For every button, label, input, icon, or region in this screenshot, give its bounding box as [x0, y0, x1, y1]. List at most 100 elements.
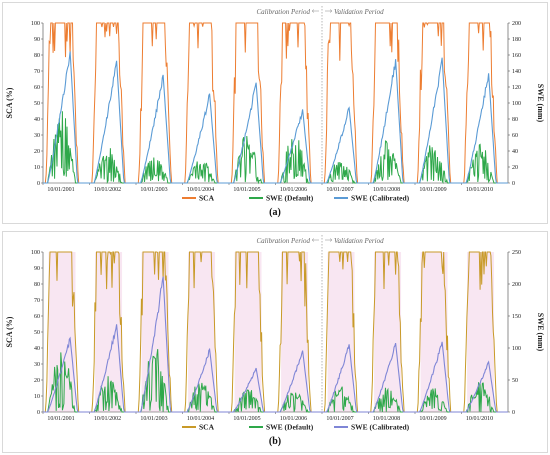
y-tick-label-left: 10 [34, 394, 40, 400]
y-tick-label-left: 50 [34, 101, 40, 107]
series-lines [43, 251, 508, 414]
x-tick-label: 10/01/2005 [233, 416, 260, 422]
x-tick-label: 10/01/2004 [187, 416, 214, 422]
x-tick-label: 10/01/2002 [94, 416, 121, 422]
y-axis-title-right: SWE (mm) [536, 84, 545, 123]
x-tick-label: 10/01/2004 [187, 187, 214, 193]
season-band-5 [234, 252, 262, 412]
y-tick-label-left: 10 [34, 165, 40, 171]
chart-svg-a: 0 10 20 30 40 50 60 70 80 90 100 0 20 40 60 80 100 120 140… [5, 6, 545, 218]
x-tick-label: 10/01/2006 [280, 416, 307, 422]
y-tick-label-right: 80 [512, 117, 518, 123]
legend-item-sca-label: SCA [199, 194, 215, 203]
chart-svg-b: 0 10 20 30 40 50 60 70 80 90 100 0 50 100 150 200 250 10/… [5, 235, 545, 447]
series-sca [43, 22, 508, 184]
axis-labels: 0 10 20 30 40 50 60 70 80 90 100 0 50 100 150 200 250 10/… [5, 237, 545, 422]
series-swe-calibrated [43, 51, 508, 184]
y-tick-label-left: 60 [34, 85, 40, 91]
y-tick-label-left: 100 [31, 21, 40, 27]
y-tick-label-right: 250 [512, 250, 521, 256]
series-sca [43, 251, 508, 413]
y-tick-label-left: 50 [34, 330, 40, 336]
y-tick-label-right: 50 [512, 378, 518, 384]
calibration-period-label: Calibration Period [257, 8, 311, 16]
x-tick-label: 10/01/2010 [466, 416, 493, 422]
season-band-9 [420, 252, 448, 412]
y-tick-label-left: 30 [34, 133, 40, 139]
season-shading [48, 23, 495, 183]
chart-panel-b: 0 10 20 30 40 50 60 70 80 90 100 0 50 100 150 200 250 10/… [0, 229, 550, 455]
y-tick-label-right: 140 [512, 69, 521, 75]
y-tick-label-left: 0 [37, 410, 40, 416]
chart-frame-b [2, 231, 548, 453]
y-tick-label-right: 180 [512, 37, 521, 43]
season-band-6 [281, 23, 309, 183]
x-tick-label: 10/01/2006 [280, 187, 307, 193]
y-tick-label-left: 90 [34, 266, 40, 272]
y-axis-title-right: SWE (mm) [536, 313, 545, 352]
series-swe-default [43, 349, 508, 414]
y-tick-label-right: 150 [512, 314, 521, 320]
x-tick-label: 10/01/2005 [233, 187, 260, 193]
legend-item-sca-label: SCA [199, 423, 215, 432]
legend: SCA SWE (Default) SWE (Calibrated) [182, 194, 410, 203]
y-tick-label-left: 30 [34, 362, 40, 368]
series-swe-default [43, 111, 508, 185]
x-tick-label: 10/01/2003 [140, 187, 167, 193]
x-tick-label: 10/01/2003 [140, 416, 167, 422]
season-band-6 [281, 252, 309, 412]
x-tick-label: 10/01/2008 [373, 187, 400, 193]
legend-item-swe-default-label: SWE (Default) [266, 423, 314, 432]
y-tick-label-left: 40 [34, 117, 40, 123]
season-band-7 [327, 23, 355, 183]
y-tick-label-right: 0 [512, 410, 515, 416]
y-tick-label-left: 0 [37, 181, 40, 187]
y-tick-label-right: 20 [512, 165, 518, 171]
y-tick-label-left: 80 [34, 53, 40, 59]
y-tick-label-right: 200 [512, 21, 521, 27]
y-axis-title-left: SCA (%) [5, 87, 14, 118]
x-tick-label: 10/01/2010 [466, 187, 493, 193]
y-tick-label-right: 0 [512, 181, 515, 187]
season-band-3 [141, 23, 169, 183]
x-tick-label: 10/01/2008 [373, 416, 400, 422]
season-band-7 [327, 252, 355, 412]
y-tick-label-right: 100 [512, 346, 521, 352]
legend-item-swe-calibrated-label: SWE (Calibrated) [351, 194, 410, 203]
arrow-right-icon [325, 238, 333, 242]
calibration-period-label: Calibration Period [257, 237, 311, 245]
y-tick-label-right: 40 [512, 149, 518, 155]
y-tick-label-left: 100 [31, 250, 40, 256]
series-swe-calibrated [43, 276, 508, 413]
arrow-left-icon [311, 9, 319, 13]
validation-period-label: Validation Period [334, 8, 384, 16]
y-tick-label-left: 80 [34, 282, 40, 288]
arrow-right-icon [325, 9, 333, 13]
y-tick-label-left: 70 [34, 69, 40, 75]
season-band-4 [188, 23, 216, 183]
x-tick-label: 10/01/2007 [326, 187, 353, 193]
x-tick-label: 10/01/2001 [47, 187, 74, 193]
panel-label: (a) [269, 207, 281, 218]
series-lines [43, 22, 508, 185]
season-band-8 [374, 252, 402, 412]
x-tick-label: 10/01/2007 [326, 416, 353, 422]
y-tick-label-left: 70 [34, 298, 40, 304]
x-tick-label: 10/01/2001 [47, 416, 74, 422]
x-tick-label: 10/01/2002 [94, 187, 121, 193]
arrow-left-icon [311, 238, 319, 242]
y-tick-label-right: 200 [512, 282, 521, 288]
y-tick-label-left: 40 [34, 346, 40, 352]
legend-item-swe-calibrated-label: SWE (Calibrated) [351, 423, 410, 432]
panel-label: (b) [269, 436, 281, 447]
legend-item-swe-default-label: SWE (Default) [266, 194, 314, 203]
y-tick-label-right: 60 [512, 133, 518, 139]
y-tick-label-right: 160 [512, 53, 521, 59]
y-axis-title-left: SCA (%) [5, 316, 14, 347]
chart-panel-a: 0 10 20 30 40 50 60 70 80 90 100 0 20 40 60 80 100 120 140… [0, 0, 550, 226]
y-tick-label-right: 100 [512, 101, 521, 107]
y-tick-label-right: 120 [512, 85, 521, 91]
y-tick-label-left: 90 [34, 37, 40, 43]
axis-labels: 0 10 20 30 40 50 60 70 80 90 100 0 20 40 60 80 100 120 140… [5, 8, 545, 193]
validation-period-label: Validation Period [334, 237, 384, 245]
